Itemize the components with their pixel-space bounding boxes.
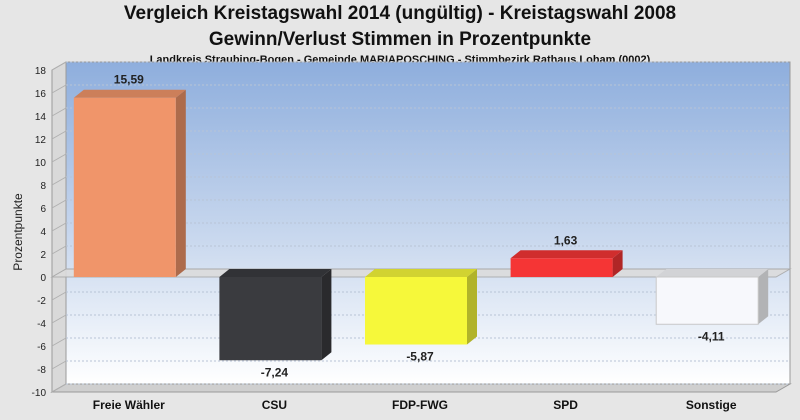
bar-top <box>73 89 186 98</box>
y-tick-label: -4 <box>37 319 46 330</box>
gridline-side <box>51 107 67 117</box>
bar <box>219 277 322 361</box>
bar <box>73 97 176 277</box>
y-axis-label: Prozentpunkte <box>11 193 25 271</box>
chart-title: Vergleich Kreistagswahl 2014 (ungültig) … <box>123 3 677 24</box>
y-tick-label: 12 <box>35 135 47 146</box>
gridline-side <box>51 84 67 94</box>
y-tick-label: 2 <box>40 250 46 261</box>
x-tick-label: CSU <box>262 398 287 412</box>
bar-top <box>656 269 769 277</box>
y-tick-label: -10 <box>32 388 47 399</box>
bar-side <box>467 269 477 345</box>
gridline-side <box>51 153 67 163</box>
bar-side <box>175 89 186 277</box>
data-label: 1,63 <box>554 233 578 247</box>
data-label: -5,87 <box>406 350 434 364</box>
y-tick-label: -8 <box>37 365 46 376</box>
data-label: 15,59 <box>114 73 144 87</box>
gridline-side <box>51 176 67 186</box>
x-tick-label: SPD <box>553 398 578 412</box>
data-label: -7,24 <box>261 365 289 379</box>
bar-top <box>510 250 623 259</box>
gridline-side <box>51 291 67 301</box>
x-tick-label: Sonstige <box>686 398 737 412</box>
bar <box>655 276 759 325</box>
y-tick-label: 0 <box>40 273 46 284</box>
data-label: -4,11 <box>698 329 725 343</box>
gridline-side <box>51 360 67 370</box>
bar-side <box>612 250 623 277</box>
bar-side <box>321 269 332 361</box>
y-tick-label: 14 <box>35 112 47 123</box>
gridline-side <box>51 245 67 255</box>
y-tick-label: 8 <box>40 181 46 192</box>
chart-subtitle: Gewinn/Verlust Stimmen in Prozentpunkte <box>208 29 592 50</box>
bar-side <box>758 269 769 325</box>
bar-top <box>365 269 477 277</box>
gridline-side <box>51 199 67 209</box>
bar-top <box>219 269 332 277</box>
plot-floor <box>50 383 792 393</box>
gridline-side <box>51 314 67 324</box>
x-tick-label: Freie Wähler <box>93 398 165 412</box>
y-tick-label: 16 <box>35 89 47 100</box>
bar <box>365 277 467 345</box>
y-tick-label: 4 <box>40 227 46 238</box>
gridline-side <box>51 130 67 140</box>
gridline-side <box>51 222 67 232</box>
y-tick-label: 18 <box>35 66 47 77</box>
bar <box>510 258 613 277</box>
gridline-side <box>51 337 67 347</box>
gridline-side <box>51 383 67 393</box>
x-tick-label: FDP-FWG <box>392 398 448 412</box>
y-tick-label: 10 <box>35 158 47 169</box>
gridline-side <box>51 61 67 71</box>
y-tick-label: -2 <box>37 296 46 307</box>
y-tick-label: -6 <box>37 342 46 353</box>
y-tick-label: 6 <box>40 204 46 215</box>
